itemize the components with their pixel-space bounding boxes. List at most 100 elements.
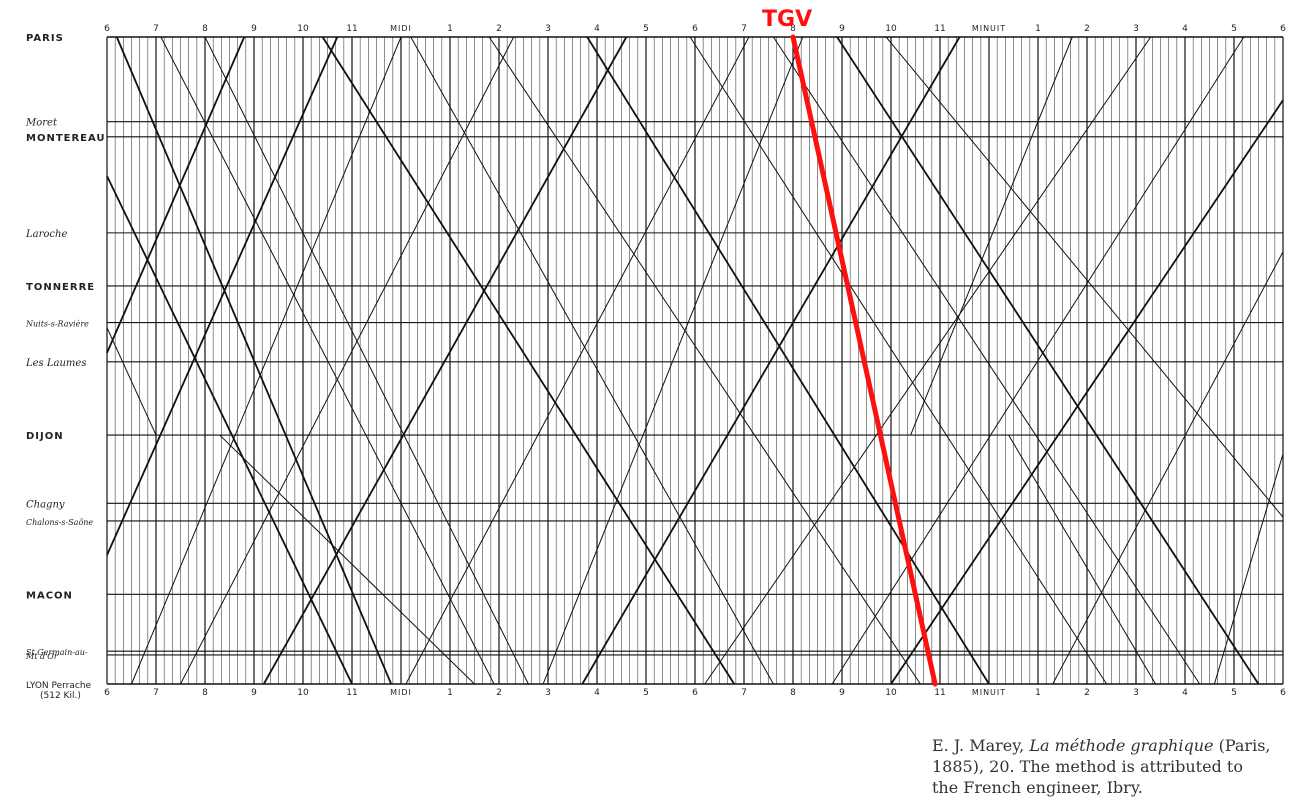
station-label: MACON — [26, 590, 73, 601]
time-tick-label-bottom: 9 — [839, 688, 845, 698]
time-tick-label-top: 11 — [934, 24, 945, 34]
station-label: LYON Perrache — [26, 681, 92, 691]
time-tick-label-bottom: 3 — [1133, 688, 1139, 698]
time-tick-label-top: 10 — [297, 24, 309, 34]
station-label: Moret — [25, 118, 58, 129]
train-line — [831, 36, 1245, 685]
time-tick-label-top: 6 — [692, 24, 698, 34]
train-line — [890, 99, 1284, 685]
time-tick-label-bottom: 6 — [104, 688, 110, 698]
time-tick-label-bottom: 6 — [1280, 688, 1286, 698]
time-tick-label-bottom: 3 — [545, 688, 551, 698]
station-label: Chalons-s-Saône — [26, 518, 93, 527]
station-label: Nuits-s-Ravière — [25, 320, 89, 329]
station-label: Mt d'Or — [25, 652, 59, 661]
station-label: Laroche — [25, 229, 67, 240]
caption-place: (Paris, — [1218, 736, 1271, 755]
time-tick-label-bottom: 1 — [447, 688, 453, 698]
station-lines — [107, 36, 1283, 685]
time-tick-label-bottom: 4 — [1182, 688, 1188, 698]
time-tick-label-top: 5 — [643, 24, 649, 34]
train-schedule-chart: 6 7 8 9 10 11 MIDI 1 2 3 4 5 6 7 8 9 10 11 MINUIT 1 2 3 4 5 66 7 8… — [25, 7, 1286, 701]
station-label: St Germain-au- — [26, 648, 88, 657]
time-tick-label-top: MINUIT — [972, 24, 1006, 33]
train-line — [204, 36, 529, 685]
time-tick-label-top: 4 — [1182, 24, 1188, 34]
historical-train-lines — [106, 36, 1284, 685]
train-line — [836, 36, 1260, 685]
train-line — [180, 36, 515, 685]
time-tick-label-top: MIDI — [390, 24, 412, 33]
time-tick-label-bottom: 6 — [692, 688, 698, 698]
time-tick-label-bottom: MINUIT — [972, 688, 1006, 697]
station-label: Les Laumes — [25, 358, 86, 369]
train-line — [405, 36, 750, 685]
time-tick-label-top: 10 — [885, 24, 897, 34]
time-tick-label-bottom: 2 — [496, 688, 502, 698]
caption-book-title: La méthode graphique — [1029, 736, 1214, 755]
time-tick-label-bottom: 11 — [346, 688, 357, 698]
train-line — [1008, 434, 1157, 685]
train-line — [910, 36, 1073, 436]
time-tick-label-bottom: MIDI — [390, 688, 412, 697]
time-tick-label-top: 9 — [839, 24, 845, 34]
time-tick-label-bottom: 4 — [594, 688, 600, 698]
caption-line-3: the French engineer, Ibry. — [932, 778, 1143, 797]
caption: E. J. Marey, La méthode graphique (Paris… — [932, 735, 1292, 798]
time-tick-label-top: 9 — [251, 24, 257, 34]
time-tick-label-bottom: 8 — [202, 688, 208, 698]
time-tick-label-top: 5 — [1231, 24, 1237, 34]
time-tick-label-top: 2 — [1084, 24, 1090, 34]
train-line — [704, 36, 1152, 685]
station-label: MONTEREAU — [26, 133, 106, 144]
time-tick-label-top: 7 — [741, 24, 747, 34]
station-label: Chagny — [26, 499, 65, 510]
time-tick-label-top: 8 — [790, 24, 796, 34]
station-labels: PARIS Moret MONTEREAU Laroche TONNERRE Nuits-… — [25, 33, 106, 701]
train-line — [689, 36, 1108, 685]
caption-author: E. J. Marey, — [932, 736, 1025, 755]
time-tick-label-top: 1 — [1035, 24, 1041, 34]
station-label: PARIS — [26, 33, 64, 44]
train-line — [885, 36, 1284, 518]
time-tick-label-top: 11 — [346, 24, 357, 34]
time-tick-label-top: 2 — [496, 24, 502, 34]
time-tick-label-top: 1 — [447, 24, 453, 34]
time-tick-label-top: 6 — [1280, 24, 1286, 34]
train-line — [321, 36, 735, 685]
tgv-series — [790, 34, 938, 687]
time-tick-label-top: 3 — [1133, 24, 1139, 34]
train-line — [263, 36, 628, 685]
time-tick-label-top: 4 — [594, 24, 600, 34]
train-line — [772, 36, 1201, 685]
time-axis-labels: 6 7 8 9 10 11 MIDI 1 2 3 4 5 6 7 8 9 10 11 MINUIT 1 2 3 4 5 66 7 8… — [104, 24, 1286, 698]
train-line — [106, 36, 246, 354]
train-line — [488, 36, 921, 685]
time-tick-label-bottom: 5 — [643, 688, 649, 698]
time-tick-label-bottom: 8 — [790, 688, 796, 698]
time-tick-label-top: 8 — [202, 24, 208, 34]
time-tick-label-bottom: 9 — [251, 688, 257, 698]
time-major-gridlines — [106, 37, 1284, 684]
train-line — [219, 434, 475, 685]
train-line — [106, 36, 339, 556]
time-tick-label-top: 7 — [153, 24, 159, 34]
distance-label: (512 Kil.) — [40, 691, 81, 701]
time-tick-label-bottom: 7 — [153, 688, 159, 698]
train-line — [106, 327, 157, 436]
station-label: TONNERRE — [26, 282, 95, 293]
time-tick-label-bottom: 1 — [1035, 688, 1041, 698]
tgv-line — [790, 34, 938, 687]
time-tick-label-top: 6 — [104, 24, 110, 34]
time-tick-label-bottom: 10 — [297, 688, 309, 698]
train-line — [586, 36, 990, 685]
time-tick-label-bottom: 7 — [741, 688, 747, 698]
train-line — [410, 36, 774, 685]
train-line — [115, 36, 393, 685]
train-line — [1052, 251, 1284, 685]
station-label: DIJON — [26, 431, 64, 442]
caption-line-2: 1885), 20. The method is attributed to — [932, 757, 1243, 776]
time-tick-label-top: 3 — [545, 24, 551, 34]
train-line — [1213, 453, 1284, 685]
train-line — [131, 36, 402, 685]
